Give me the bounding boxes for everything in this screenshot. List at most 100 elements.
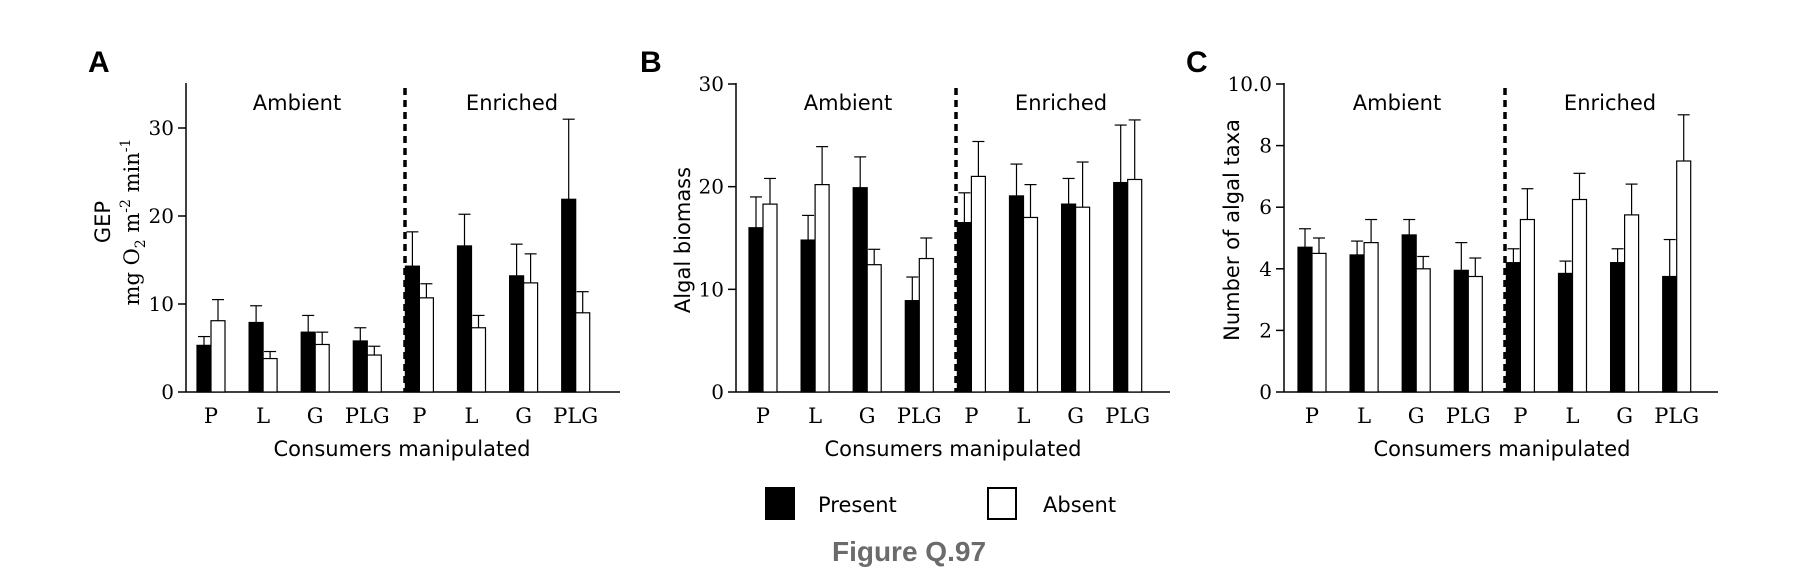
panel-b-bar-absent (1022, 216, 1039, 393)
panel-b-bar-absent (970, 175, 987, 393)
panel-c-bar-absent (1467, 275, 1483, 393)
panel-c-xtick-label: P (1305, 404, 1319, 428)
panel-a-xtick-label: P (412, 404, 426, 428)
panel-b-bar-absent (1074, 206, 1091, 393)
panel-a-xtick-label: PLG (553, 404, 598, 428)
panel-c-bar-absent (1311, 252, 1327, 393)
panel-b-bar-present (1008, 195, 1025, 393)
panel-b-bar-present (1060, 203, 1077, 393)
ylabel-sup-min: -1 (118, 139, 134, 153)
panel-a-xtick-label: L (256, 404, 270, 428)
panel-a-bar-absent (314, 343, 330, 393)
panel-a-bar-absent (262, 357, 278, 393)
panel-a-bar-absent (210, 320, 226, 393)
panel-c-bar-present (1453, 269, 1469, 393)
panel-b-bar-present (904, 300, 920, 393)
panel-c-bar-absent (1623, 214, 1640, 393)
panel-a-bar-present (352, 340, 368, 393)
panel-a-group-ambient: Ambient (253, 91, 341, 115)
panel-c-group-enriched: Enriched (1564, 91, 1656, 115)
panel-b-group-ambient: Ambient (804, 91, 892, 115)
panel-b-ytick-label: 30 (699, 72, 724, 96)
panel-c-xtick-label: G (1408, 404, 1425, 428)
panel-a-bar-absent (418, 297, 434, 393)
panel-b-bar-present (800, 239, 816, 393)
panel-c-ytick-label: 0 (1259, 380, 1272, 404)
panel-b-bar-absent (814, 184, 830, 393)
panel-c-xtick-label: P (1513, 404, 1527, 428)
panel-b-ytick-label: 20 (699, 175, 724, 199)
panel-c-bar-absent (1676, 160, 1692, 393)
panel-b-bar-absent (866, 264, 882, 393)
panel-a-bar-absent (575, 312, 591, 393)
ylabel-unit-min: min (120, 152, 144, 199)
legend-absent-swatch (987, 487, 1017, 520)
panel-c-ytick-label: 2 (1259, 318, 1272, 342)
panel-c-xtick-label: PLG (1446, 404, 1491, 428)
panel-a-bar-present (456, 245, 473, 393)
panel-c-xtick-label: PLG (1654, 404, 1699, 428)
panel-c-bar-absent (1519, 218, 1536, 393)
panel-b-xtick-label: G (1067, 404, 1084, 428)
panel-a-bar-present (561, 198, 577, 393)
panel-a-group-enriched: Enriched (466, 91, 558, 115)
panel-a-bar-absent (522, 282, 539, 393)
panel-b-xtick-label: G (859, 404, 876, 428)
panel-a-xlabel: Consumers manipulated (274, 437, 531, 461)
panel-b-ytick-label: 0 (711, 380, 724, 404)
panel-b-ylabel: Algal biomass (671, 167, 695, 313)
ylabel-sup-m: -2 (118, 199, 134, 213)
panel-letter-b: B (640, 46, 662, 79)
panel-c-ytick-label: 4 (1259, 257, 1272, 281)
panel-a-ytick-label: 10 (149, 292, 174, 316)
panel-b-bar-absent (1127, 178, 1143, 393)
panel-b-xtick-label: L (808, 404, 822, 428)
panel-c-ylabel: Number of algal taxa (1220, 119, 1244, 341)
panel-b-xtick-label: PLG (897, 404, 942, 428)
panel-letter-a: A (88, 46, 110, 79)
panel-a-bar-present (300, 331, 316, 393)
panel-c-ytick-label: 6 (1259, 195, 1272, 219)
panel-c-bar-present (1609, 262, 1626, 393)
panel-a-bar-present (404, 265, 420, 393)
panel-b-xtick-label: P (964, 404, 978, 428)
ylabel-unit-m: m (120, 213, 144, 240)
figure-caption: Figure Q.97 (832, 536, 986, 567)
panel-a-xtick-label: G (515, 404, 532, 428)
panel-b-bar-present (1113, 181, 1129, 393)
panel-c-xtick-label: L (1566, 404, 1580, 428)
panel-a-bar-present (196, 344, 212, 393)
panel-b-bar-absent (762, 203, 778, 393)
ylabel-sub-2: 2 (133, 239, 149, 248)
panel-a-bar-present (248, 321, 264, 393)
panel-b-bar-present (956, 222, 973, 393)
panel-c-bar-present (1505, 262, 1522, 393)
panel-c-xlabel: Consumers manipulated (1374, 437, 1631, 461)
panel-b-group-enriched: Enriched (1015, 91, 1107, 115)
panel-c-bar-present (1401, 234, 1417, 393)
ylabel-unit-a: mg O (120, 248, 144, 305)
panel-a-ytick-label: 20 (149, 204, 174, 228)
panel-a-ytick-label: 0 (161, 380, 174, 404)
panel-b-bar-present (748, 227, 764, 393)
panel-c-bar-present (1557, 272, 1574, 393)
panel-c-ytick-label: 10.0 (1227, 72, 1272, 96)
panel-a-ytick-label: 30 (149, 116, 174, 140)
panel-b-xtick-label: PLG (1105, 404, 1150, 428)
panel-a-ylabel-line2: mg O2 m-2 min-1 (118, 139, 149, 306)
panel-c-bar-absent (1363, 242, 1379, 393)
panel-a-xtick-label: P (204, 404, 218, 428)
panel-a-xtick-label: G (307, 404, 324, 428)
legend-present-swatch (765, 487, 795, 520)
panel-b-xtick-label: P (756, 404, 770, 428)
panel-c-xtick-label: G (1616, 404, 1633, 428)
panel-c-group-ambient: Ambient (1353, 91, 1441, 115)
panel-c-bar-absent (1571, 198, 1588, 393)
panel-c-xtick-label: L (1357, 404, 1371, 428)
panel-b-xlabel: Consumers manipulated (825, 437, 1082, 461)
panel-c-bar-absent (1415, 268, 1431, 393)
panel-b-bar-absent (918, 257, 934, 393)
